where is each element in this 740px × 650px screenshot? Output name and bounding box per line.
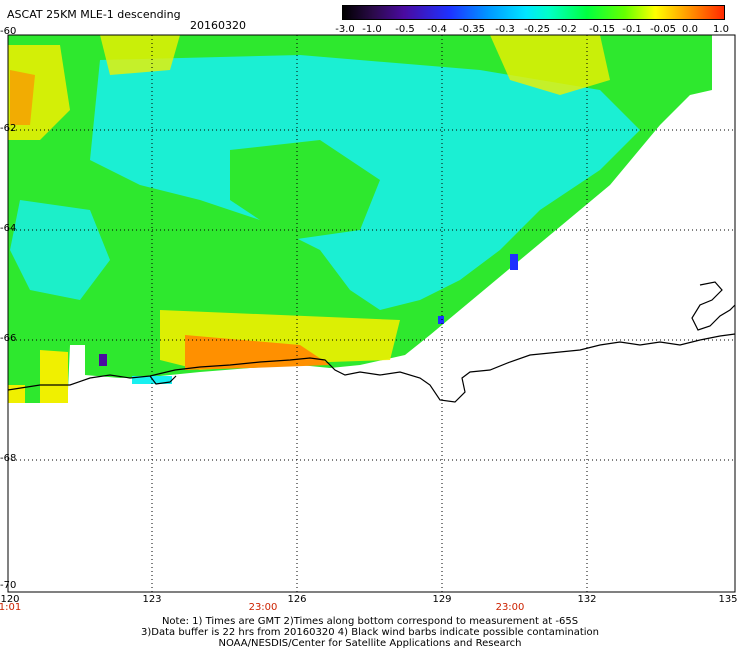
swath-blue-cell <box>510 254 518 270</box>
wind-swath <box>8 35 712 403</box>
colorbar-label: -3.0 <box>335 24 355 35</box>
latitude-label: -60 <box>0 26 17 37</box>
longitude-label: 123 <box>142 594 162 605</box>
footer-note-line: 3)Data buffer is 22 hrs from 20160320 4)… <box>141 627 599 638</box>
time-label: 23:00 <box>495 602 525 613</box>
colorbar-label: -0.2 <box>557 24 577 35</box>
footer-credit: NOAA/NESDIS/Center for Satellite Applica… <box>218 638 522 649</box>
coastline <box>7 281 736 403</box>
longitude-label: 129 <box>432 594 452 605</box>
colorbar-label: -1.0 <box>362 24 382 35</box>
latitude-label: -68 <box>0 453 17 464</box>
colorbar-label: -0.35 <box>459 24 485 35</box>
swath-orange-region <box>10 70 35 125</box>
colorbar-label: -0.5 <box>395 24 415 35</box>
swath-purple-cell <box>99 354 107 366</box>
map-title: ASCAT 25KM MLE-1 descending <box>7 8 181 21</box>
colorbar-label: -0.3 <box>495 24 515 35</box>
swath-yellow-region <box>490 35 610 95</box>
colorbar-label: -0.25 <box>524 24 550 35</box>
graticule <box>8 35 735 592</box>
colorbar <box>342 5 725 20</box>
colorbar-label: -0.15 <box>589 24 615 35</box>
map-date: 20160320 <box>190 19 246 32</box>
swath-yellow-region <box>100 35 180 75</box>
swath-orange-region <box>185 335 330 370</box>
time-label: 23:00 <box>248 602 278 613</box>
footer-note-line: Note: 1) Times are GMT 2)Times along bot… <box>161 616 579 627</box>
colorbar-label: 0.0 <box>682 24 698 35</box>
colorbar-label: -0.05 <box>650 24 676 35</box>
plot-frame <box>7 34 736 593</box>
time-label: 1:01 <box>0 602 22 613</box>
colorbar-label: -0.4 <box>427 24 447 35</box>
latitude-label: -64 <box>0 223 17 234</box>
longitude-label: 132 <box>577 594 597 605</box>
longitude-label: 120 <box>0 594 20 605</box>
swath-green-region <box>230 140 380 240</box>
latitude-label: -62 <box>0 123 17 134</box>
colorbar-label: -0.1 <box>622 24 642 35</box>
swath-blue-cell <box>438 316 444 324</box>
colorbar-label: 1.0 <box>713 24 729 35</box>
longitude-label: 135 <box>718 594 738 605</box>
swath-yellow-region <box>40 350 68 403</box>
latitude-label: -70 <box>0 580 17 591</box>
latitude-label: -66 <box>0 333 17 344</box>
swath-cyan-region <box>10 200 110 300</box>
longitude-label: 126 <box>287 594 307 605</box>
